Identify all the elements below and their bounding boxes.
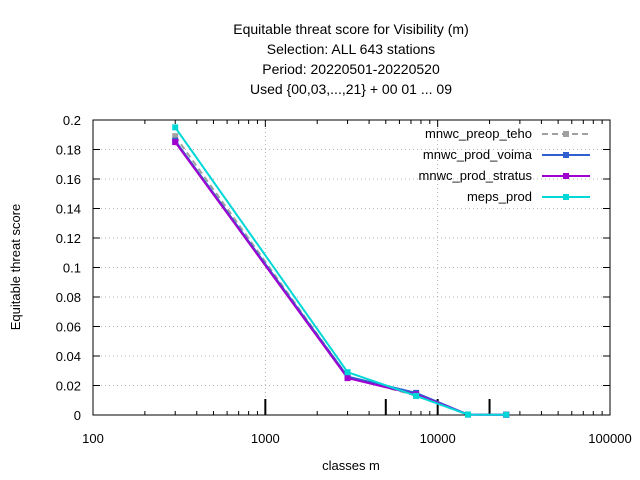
title-line-3: Used {00,03,...,21} + 00 01 ... 09 [250, 81, 452, 97]
y-tick-label: 0.18 [56, 143, 81, 158]
data-point-meps_prod [465, 411, 472, 418]
y-tick-labels: 0 0.02 0.04 0.06 0.08 0.1 0.12 0.14 0.16 0.18 0.2 [56, 113, 81, 423]
title-line-1: Selection: ALL 643 stations [267, 41, 435, 57]
x-tick-labels: 100 1000 10000 100000 [82, 431, 632, 446]
legend-label-mnwc_prod_stratus: mnwc_prod_stratus [419, 168, 533, 183]
data-point-meps_prod [172, 124, 179, 131]
legend-label-meps_prod: meps_prod [467, 189, 532, 204]
title-line-2: Period: 20220501-20220520 [262, 61, 440, 77]
y-tick-label: 0 [74, 408, 81, 423]
y-tick-label: 0.14 [56, 202, 81, 217]
legend-marker-mnwc_preop_teho [563, 131, 569, 137]
data-point-meps_prod [503, 411, 510, 418]
y-tick-label: 0.16 [56, 172, 81, 187]
plot-frame [92, 119, 611, 416]
y-tick-label: 0.2 [63, 113, 81, 128]
x-axis-label: classes m [322, 458, 380, 473]
legend-label-mnwc_preop_teho: mnwc_preop_teho [425, 126, 532, 141]
data-point-mnwc_preop_teho [172, 133, 179, 140]
legend-marker-mnwc_prod_voima [563, 152, 569, 158]
x-tick-label: 100 [82, 431, 104, 446]
chart-title: Equitable threat score for Visibility (m… [233, 21, 469, 97]
y-tick-label: 0.08 [56, 290, 81, 305]
legend-label-mnwc_prod_voima: mnwc_prod_voima [423, 147, 533, 162]
x-tick-label: 100000 [588, 431, 631, 446]
data-point-meps_prod [413, 392, 420, 399]
data-point-mnwc_prod_stratus [344, 375, 351, 382]
data-point-meps_prod [344, 369, 351, 376]
title-line-0: Equitable threat score for Visibility (m… [233, 21, 469, 37]
y-tick-label: 0.12 [56, 231, 81, 246]
data-point-mnwc_prod_stratus [172, 139, 179, 146]
class-markers [264, 399, 491, 415]
legend-marker-meps_prod [563, 194, 569, 200]
y-tick-label: 0.02 [56, 379, 81, 394]
grid [93, 120, 610, 415]
y-tick-label: 0.04 [56, 349, 81, 364]
legend-marker-mnwc_prod_stratus [563, 173, 569, 179]
x-tick-label: 10000 [420, 431, 456, 446]
y-axis-label: Equitable threat score [8, 204, 23, 330]
axis-ticks [92, 119, 611, 416]
y-tick-label: 0.1 [63, 261, 81, 276]
x-tick-label: 1000 [251, 431, 280, 446]
series [172, 124, 510, 418]
y-tick-label: 0.06 [56, 320, 81, 335]
legend: mnwc_preop_teho mnwc_prod_voima mnwc_prod_… [419, 126, 590, 204]
